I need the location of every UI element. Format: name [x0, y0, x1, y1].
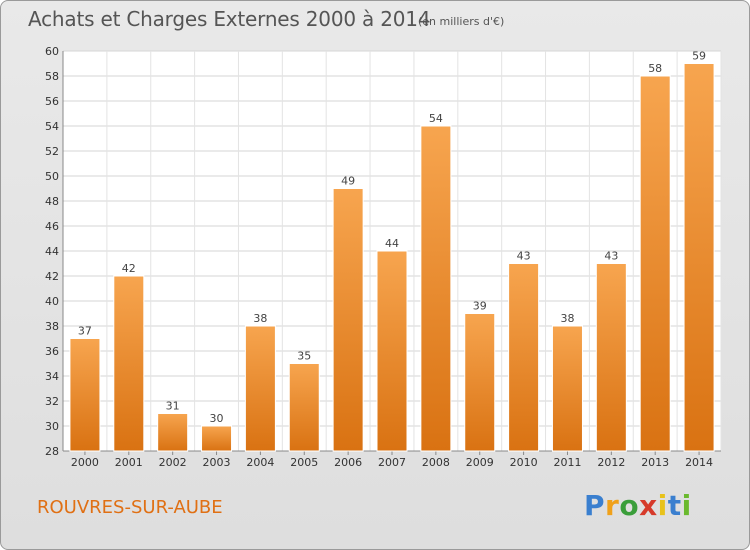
data-label-2001: 42	[122, 262, 136, 275]
x-tick-label-2001: 2001	[115, 456, 143, 469]
data-label-2002: 31	[166, 400, 180, 413]
y-tick-label: 58	[45, 70, 59, 83]
unit-note: (en milliers d'€)	[418, 15, 505, 28]
bar-2007	[376, 250, 408, 452]
x-tick-label-2013: 2013	[641, 456, 669, 469]
y-tick-label: 54	[45, 120, 59, 133]
x-tick-label-2007: 2007	[378, 456, 406, 469]
data-label-2005: 35	[297, 350, 311, 363]
bar-2008	[420, 125, 452, 452]
x-tick-label-2008: 2008	[422, 456, 450, 469]
data-label-2010: 43	[517, 250, 531, 263]
y-tick-label: 30	[45, 420, 59, 433]
y-tick-label: 34	[45, 370, 59, 383]
y-tick-label: 36	[45, 345, 59, 358]
labels: 28 30 32 34 36 38 40 42 44 46 48 50 52 54 56 58 60 37 2000…	[45, 45, 713, 469]
bar-2001	[113, 275, 145, 452]
data-label-2004: 38	[253, 312, 267, 325]
data-label-2003: 30	[210, 412, 224, 425]
bar-2012	[595, 263, 627, 452]
x-tick-label-2009: 2009	[466, 456, 494, 469]
bar-2002	[157, 413, 189, 452]
x-tick-label-2004: 2004	[246, 456, 274, 469]
y-tick-label: 40	[45, 295, 59, 308]
y-tick-label: 56	[45, 95, 59, 108]
y-tick-label: 46	[45, 220, 59, 233]
bar-2013	[639, 75, 671, 452]
data-label-2007: 44	[385, 237, 399, 250]
data-label-2009: 39	[473, 300, 487, 313]
y-tick-label: 48	[45, 195, 59, 208]
y-tick-label: 60	[45, 45, 59, 58]
y-tick-label: 32	[45, 395, 59, 408]
bar-2005	[288, 363, 320, 452]
bar-2000	[69, 338, 101, 452]
y-tick-label: 42	[45, 270, 59, 283]
x-tick-label-2003: 2003	[203, 456, 231, 469]
y-tick-label: 28	[45, 445, 59, 458]
bars	[69, 63, 715, 452]
y-tick-label: 44	[45, 245, 59, 258]
data-label-2011: 38	[560, 312, 574, 325]
bar-2006	[332, 188, 364, 452]
bar-2014	[683, 63, 715, 452]
y-tick-label: 50	[45, 170, 59, 183]
x-tick-label-2014: 2014	[685, 456, 713, 469]
y-tick-label: 52	[45, 145, 59, 158]
chart-title: Achats et Charges Externes 2000 à 2014	[28, 7, 431, 31]
x-tick-label-2002: 2002	[159, 456, 187, 469]
y-tick-label: 38	[45, 320, 59, 333]
place-name: ROUVRES-SUR-AUBE	[37, 497, 223, 518]
data-label-2012: 43	[604, 250, 618, 263]
x-tick-label-2011: 2011	[553, 456, 581, 469]
x-tick-label-2012: 2012	[597, 456, 625, 469]
data-label-2006: 49	[341, 175, 355, 188]
x-tick-label-2005: 2005	[290, 456, 318, 469]
x-tick-label-2006: 2006	[334, 456, 362, 469]
data-label-2013: 58	[648, 62, 662, 75]
bar-2009	[464, 313, 496, 452]
x-tick-label-2000: 2000	[71, 456, 99, 469]
data-label-2000: 37	[78, 325, 92, 338]
bar-2010	[508, 263, 540, 452]
data-label-2014: 59	[692, 50, 706, 63]
bar-2011	[551, 325, 583, 452]
bar-2003	[201, 425, 233, 452]
bar-2004	[244, 325, 276, 452]
data-label-2008: 54	[429, 112, 443, 125]
proxiti-logo: Proxiti	[584, 489, 692, 522]
x-tick-label-2010: 2010	[510, 456, 538, 469]
